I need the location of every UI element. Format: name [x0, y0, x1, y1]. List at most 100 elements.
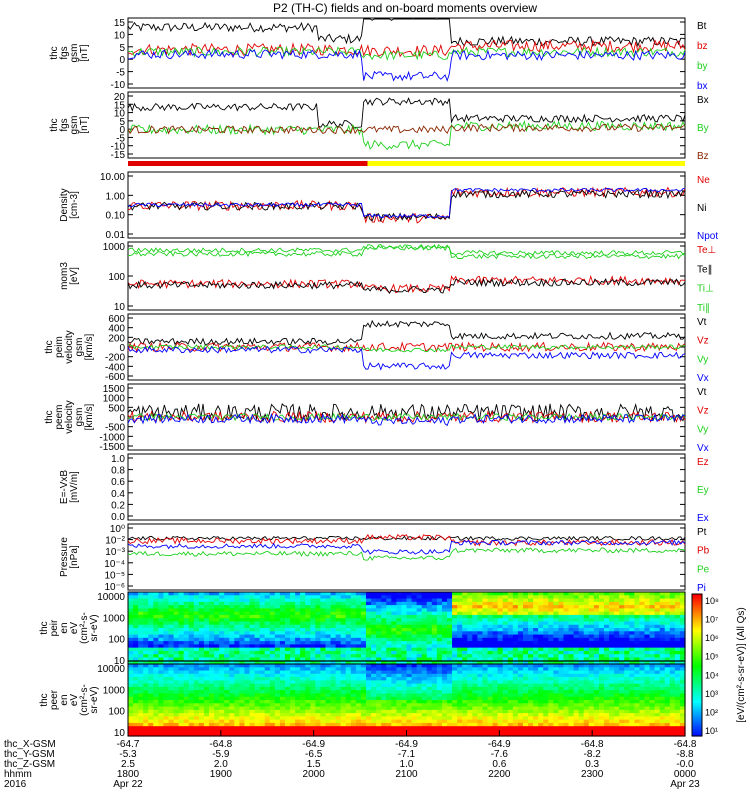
heatmap-cell [467, 677, 473, 681]
heatmap-cell [391, 595, 397, 600]
heatmap-cell [320, 614, 327, 619]
heatmap-cell [441, 637, 448, 642]
heatmap-cell [507, 700, 514, 704]
heatmap-cell [386, 690, 392, 695]
heatmap-cell [284, 700, 291, 704]
heatmap-cell [477, 670, 484, 675]
heatmap-cell [345, 729, 352, 734]
heatmap-cell [472, 696, 478, 701]
heatmap-cell [335, 608, 342, 613]
heatmap-cell [649, 628, 656, 632]
heatmap-cell [183, 693, 190, 698]
heatmap-cell [290, 660, 296, 665]
heatmap-cell [477, 647, 484, 652]
heatmap-cell [528, 650, 534, 655]
heatmap-cell [158, 680, 165, 685]
heatmap-cell [193, 657, 200, 662]
heatmap-cell [163, 729, 170, 734]
heatmap-cell [381, 703, 387, 708]
heatmap-cell [340, 601, 347, 606]
heatmap-cell [649, 677, 656, 681]
heatmap-cell [669, 634, 676, 639]
heatmap-cell [644, 700, 651, 704]
heatmap-cell [644, 657, 651, 662]
heatmap-cell [573, 641, 580, 645]
heatmap-cell [533, 621, 539, 626]
heatmap-cell [188, 647, 195, 652]
heatmap-cell [563, 716, 570, 721]
heatmap-cell [598, 631, 605, 636]
heatmap-cell [284, 683, 291, 688]
heatmap-cell [441, 618, 448, 623]
heatmap-cell [619, 673, 625, 678]
heatmap-cell [193, 722, 200, 727]
heatmap-cell [219, 670, 225, 675]
heatmap-cell [538, 618, 544, 623]
heatmap-cell [528, 703, 534, 708]
heatmap-cell [214, 598, 220, 603]
heatmap-cell [244, 641, 251, 645]
heatmap-cell [512, 641, 519, 645]
heatmap-cell [421, 601, 428, 606]
heatmap-cell [133, 614, 139, 619]
heatmap-cell [133, 716, 139, 721]
heatmap-cell [371, 660, 377, 665]
heatmap-cell [502, 729, 509, 734]
heatmap-cell [573, 673, 580, 678]
heatmap-cell [538, 693, 544, 698]
heatmap-cell [538, 631, 544, 636]
heatmap-cell [568, 634, 575, 639]
heatmap-cell [502, 677, 509, 681]
heatmap-cell [365, 647, 372, 652]
heatmap-cell [244, 647, 251, 652]
heatmap-cell [533, 696, 539, 701]
heatmap-cell [360, 673, 367, 678]
heatmap-cell [391, 690, 397, 695]
heatmap-cell [229, 650, 235, 655]
heatmap-cell [345, 693, 352, 698]
heatmap-cell [274, 673, 281, 678]
heatmap-cell [279, 641, 286, 645]
heatmap-cell [335, 592, 342, 596]
heatmap-cell [148, 641, 154, 645]
heatmap-cell [310, 713, 316, 717]
heatmap-cell [188, 595, 195, 600]
heatmap-cell [452, 709, 458, 714]
heatmap-cell [568, 657, 575, 662]
heatmap-cell [355, 647, 362, 652]
heatmap-cell [538, 700, 544, 704]
heatmap-cell [178, 696, 185, 701]
panel-frame [127, 171, 686, 239]
heatmap-cell [639, 608, 646, 613]
heatmap-cell [148, 601, 154, 606]
heatmap-cell [634, 621, 641, 626]
heatmap-cell [522, 647, 529, 652]
heatmap-cell [507, 677, 514, 681]
heatmap-cell [441, 628, 448, 632]
heatmap-cell [128, 621, 134, 626]
heatmap-cell [381, 722, 387, 727]
heatmap-cell [533, 624, 539, 629]
heatmap-cell [315, 719, 322, 724]
heatmap-cell [376, 670, 382, 675]
heatmap-cell [198, 598, 205, 603]
heatmap-cell [153, 700, 159, 704]
heatmap-cell [381, 637, 387, 642]
heatmap-cell [365, 732, 372, 737]
heatmap-cell [482, 628, 489, 632]
heatmap-cell [593, 713, 600, 717]
heatmap-cell [543, 598, 549, 603]
heatmap-cell [173, 660, 180, 665]
heatmap-cell [492, 667, 499, 672]
heatmap-cell [376, 605, 382, 609]
heatmap-cell [239, 700, 246, 704]
heatmap-cell [578, 605, 585, 609]
heatmap-cell [264, 654, 271, 659]
heatmap-cell [487, 601, 494, 606]
heatmap-cell [528, 664, 534, 668]
heatmap-cell [376, 637, 382, 642]
heatmap-cell [512, 631, 519, 636]
heatmap-cell [305, 618, 311, 623]
heatmap-cell [522, 677, 529, 681]
heatmap-cell [325, 618, 332, 623]
